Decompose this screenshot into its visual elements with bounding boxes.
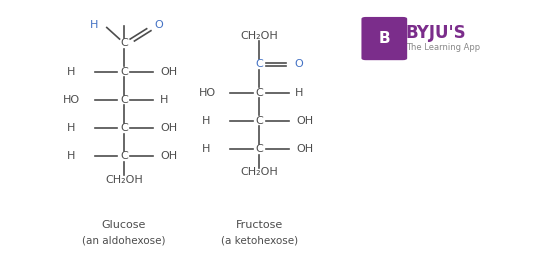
Text: O: O (154, 20, 163, 30)
Text: OH: OH (296, 144, 313, 154)
Text: C: C (120, 38, 127, 49)
Text: H: H (295, 88, 303, 98)
Text: H: H (202, 144, 211, 154)
Text: OH: OH (296, 116, 313, 126)
Text: C: C (120, 123, 127, 133)
Text: C: C (255, 88, 263, 98)
Text: H: H (202, 116, 211, 126)
Text: B: B (379, 31, 390, 46)
Text: H: H (66, 151, 75, 162)
Text: BYJU'S: BYJU'S (406, 24, 466, 42)
Text: C: C (120, 151, 127, 162)
Text: H: H (90, 20, 99, 30)
Text: HO: HO (199, 88, 216, 98)
Text: Fructose: Fructose (236, 220, 283, 230)
Text: (a ketohexose): (a ketohexose) (221, 235, 298, 245)
Text: CH₂OH: CH₂OH (240, 167, 278, 178)
Text: C: C (255, 144, 263, 154)
Text: C: C (255, 59, 263, 69)
Text: O: O (295, 59, 303, 69)
Text: Glucose: Glucose (102, 220, 146, 230)
Text: CH₂OH: CH₂OH (105, 175, 143, 185)
Text: C: C (255, 116, 263, 126)
Text: OH: OH (160, 67, 178, 77)
Text: OH: OH (160, 151, 178, 162)
Text: H: H (66, 123, 75, 133)
Text: H: H (66, 67, 75, 77)
Text: CH₂OH: CH₂OH (240, 31, 278, 41)
Text: H: H (159, 95, 168, 105)
Text: The Learning App: The Learning App (406, 43, 480, 52)
Text: HO: HO (63, 95, 80, 105)
FancyBboxPatch shape (361, 17, 407, 60)
Text: OH: OH (160, 123, 178, 133)
Text: (an aldohexose): (an aldohexose) (82, 235, 166, 245)
Text: C: C (120, 95, 127, 105)
Text: C: C (120, 67, 127, 77)
